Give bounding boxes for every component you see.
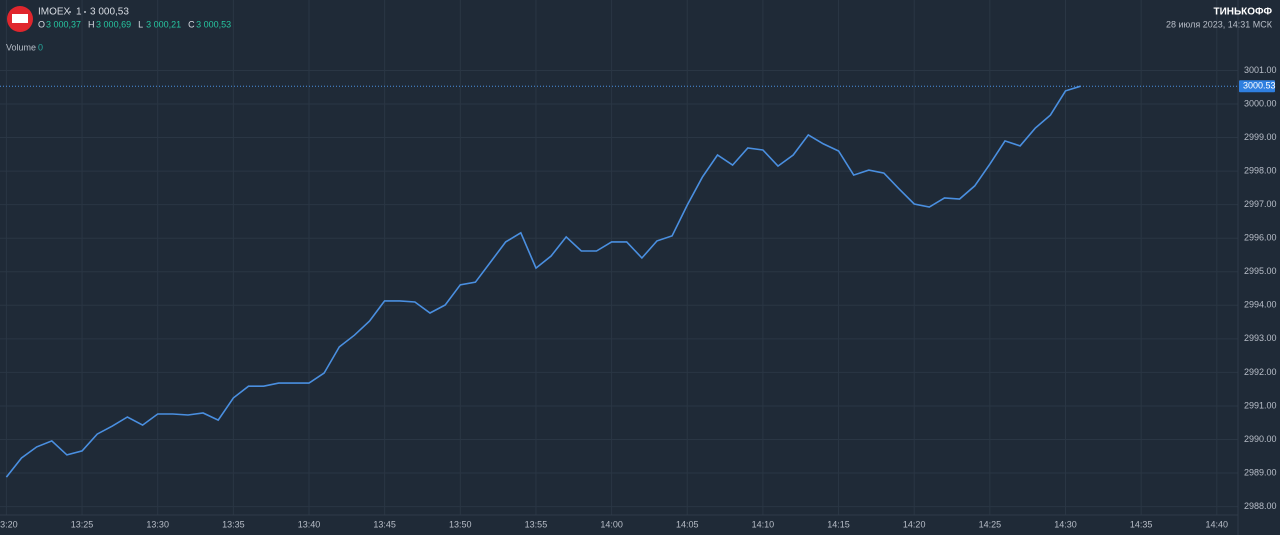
y-tick-label: 2992.00 <box>1244 367 1277 377</box>
x-tick-label: 13:45 <box>373 519 396 529</box>
y-tick-label: 2994.00 <box>1244 300 1277 310</box>
ohlc-key: C <box>188 19 195 29</box>
datetime: 28 июля 2023, 14:31 МСК <box>1166 19 1273 29</box>
y-tick-label: 2989.00 <box>1244 467 1277 477</box>
logo-mark <box>12 14 28 23</box>
y-tick-label: 2995.00 <box>1244 266 1277 276</box>
x-tick-label: 13:25 <box>71 519 94 529</box>
ohlc-value: 3 000,53 <box>196 19 231 29</box>
x-tick-label: 13:30 <box>146 519 169 529</box>
ohlc-value: 3 000,69 <box>96 19 131 29</box>
ohlc-value: 3 000,21 <box>146 19 181 29</box>
y-tick-label: 2993.00 <box>1244 333 1277 343</box>
brand: ТИНЬКОФФ <box>1213 7 1272 18</box>
x-tick-label: 13:35 <box>222 519 245 529</box>
x-tick-label: 14:30 <box>1054 519 1077 529</box>
y-tick-label: 2990.00 <box>1244 434 1277 444</box>
y-tick-label: 2997.00 <box>1244 199 1277 209</box>
ohlc-key: L <box>138 19 143 29</box>
x-tick-label: 14:25 <box>979 519 1002 529</box>
price-line <box>5 85 1081 478</box>
last-price-label: 3000.53 <box>1243 81 1276 91</box>
y-tick-label: 2991.00 <box>1244 400 1277 410</box>
x-tick-label: 14:20 <box>903 519 926 529</box>
last-price-box <box>1239 80 1275 93</box>
separator <box>69 11 71 13</box>
x-tick-label: 14:05 <box>676 519 699 529</box>
y-tick-label: 3001.00 <box>1244 65 1277 75</box>
ohlc-value: 3 000,37 <box>46 19 81 29</box>
interval: 1 <box>76 7 82 18</box>
x-tick-label: 13:40 <box>298 519 321 529</box>
grid <box>0 0 1238 515</box>
x-tick-label: 14:10 <box>752 519 775 529</box>
y-tick-label: 2998.00 <box>1244 165 1277 175</box>
separator <box>84 11 86 13</box>
y-tick-label: 3000.00 <box>1244 98 1277 108</box>
x-tick-label: 14:35 <box>1130 519 1153 529</box>
x-tick-label: 14:15 <box>827 519 850 529</box>
y-tick-label: 2996.00 <box>1244 233 1277 243</box>
x-tick-label: 13:50 <box>449 519 472 529</box>
y-tick-label: 2988.00 <box>1244 501 1277 511</box>
volume-label: Volume <box>6 42 36 52</box>
volume-value: 0 <box>38 42 43 52</box>
symbol: IMOEX <box>38 7 71 18</box>
x-tick-label: 13:55 <box>525 519 548 529</box>
x-tick-label: 14:40 <box>1206 519 1229 529</box>
x-tick-label: 14:00 <box>600 519 623 529</box>
ohlc-key: H <box>88 19 95 29</box>
x-tick-label: 13:20 <box>0 519 18 529</box>
y-tick-label: 2999.00 <box>1244 132 1277 142</box>
price: 3 000,53 <box>90 7 129 18</box>
ohlc-key: O <box>38 19 45 29</box>
